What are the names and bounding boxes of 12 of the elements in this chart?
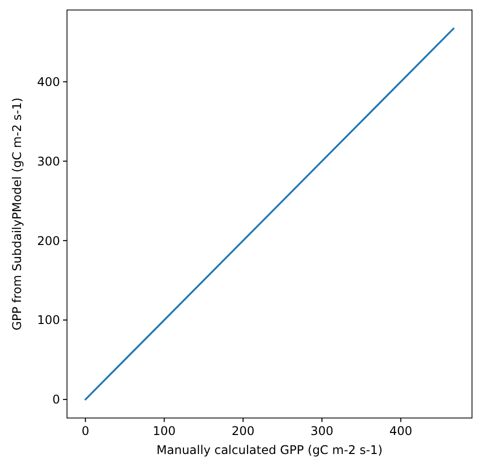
x-tick-label: 400: [389, 424, 412, 438]
x-tick-label: 300: [310, 424, 334, 438]
y-tick-label: 400: [37, 74, 60, 89]
y-tick-label: 200: [37, 234, 60, 248]
x-tick-label: 100: [152, 424, 176, 438]
y-tick-label: 0: [52, 392, 60, 407]
x-axis-title: Manually calculated GPP (gC m-2 s-1): [156, 443, 382, 457]
y-axis-title: GPP from SubdailyPModel (gC m-2 s-1): [10, 98, 24, 330]
y-tick-label: 300: [37, 154, 60, 168]
y-tick-label: 100: [37, 313, 60, 328]
x-tick-label: 200: [232, 424, 255, 438]
x-tick-label: 0: [82, 424, 90, 438]
